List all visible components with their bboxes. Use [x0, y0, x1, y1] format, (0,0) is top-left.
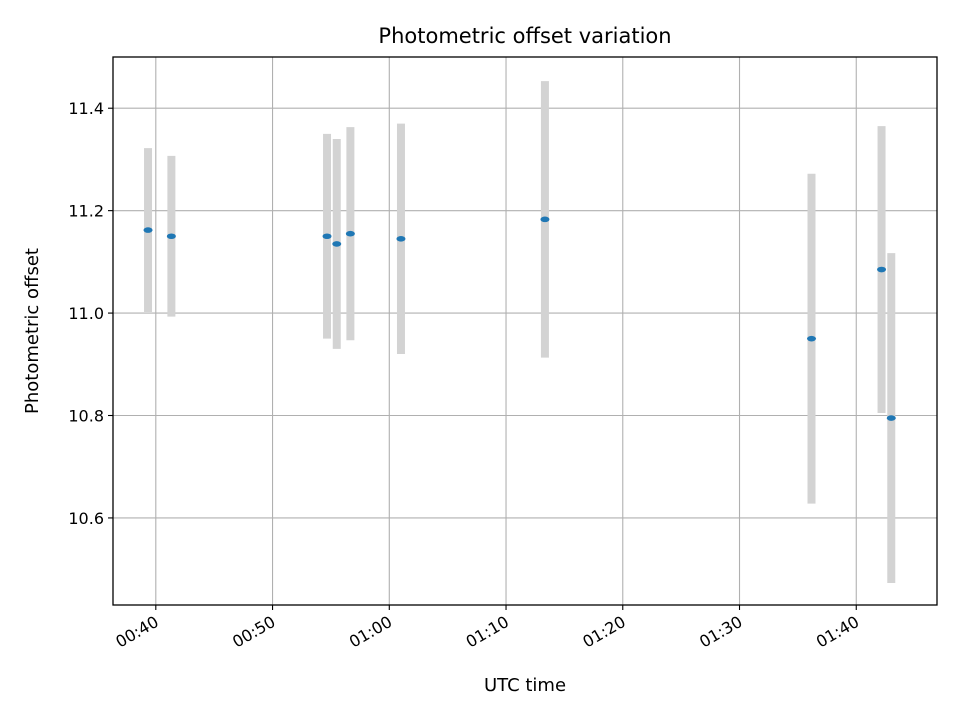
x-axis-label: UTC time: [484, 675, 566, 696]
data-point: [886, 415, 896, 421]
x-tick-label: 01:30: [696, 612, 745, 652]
plot-frame: [112, 56, 938, 606]
data-point: [143, 227, 153, 233]
x-tick-label: 00:40: [112, 612, 161, 652]
y-tick-label: 11.4: [68, 99, 104, 118]
errorbar-layer: [144, 81, 896, 583]
y-tick-label: 10.6: [68, 509, 104, 528]
data-point: [396, 236, 406, 242]
data-point: [540, 216, 550, 223]
grid-layer: [113, 57, 937, 605]
data-point: [332, 241, 342, 247]
y-tick-label: 11.0: [68, 304, 104, 323]
x-tick-label: 01:40: [813, 612, 862, 652]
marker-layer: [143, 216, 896, 421]
y-tick-label: 11.2: [68, 202, 104, 221]
data-point: [807, 335, 817, 342]
y-tick-label: 10.8: [68, 407, 104, 426]
data-point: [166, 233, 176, 240]
data-point: [877, 266, 887, 273]
data-point: [345, 230, 355, 237]
x-tick-label: 01:20: [579, 612, 628, 652]
y-axis-label: Photometric offset: [22, 248, 43, 414]
data-point: [322, 233, 332, 240]
x-tick-label: 00:50: [229, 612, 278, 652]
chart-title: Photometric offset variation: [378, 24, 671, 48]
tick-layer: 00:40 00:50 01:00 01:10 01:20 01:30 01:40 10.6 1…: [68, 99, 862, 651]
x-tick-label: 01:00: [346, 612, 395, 652]
x-tick-label: 01:10: [463, 612, 512, 652]
